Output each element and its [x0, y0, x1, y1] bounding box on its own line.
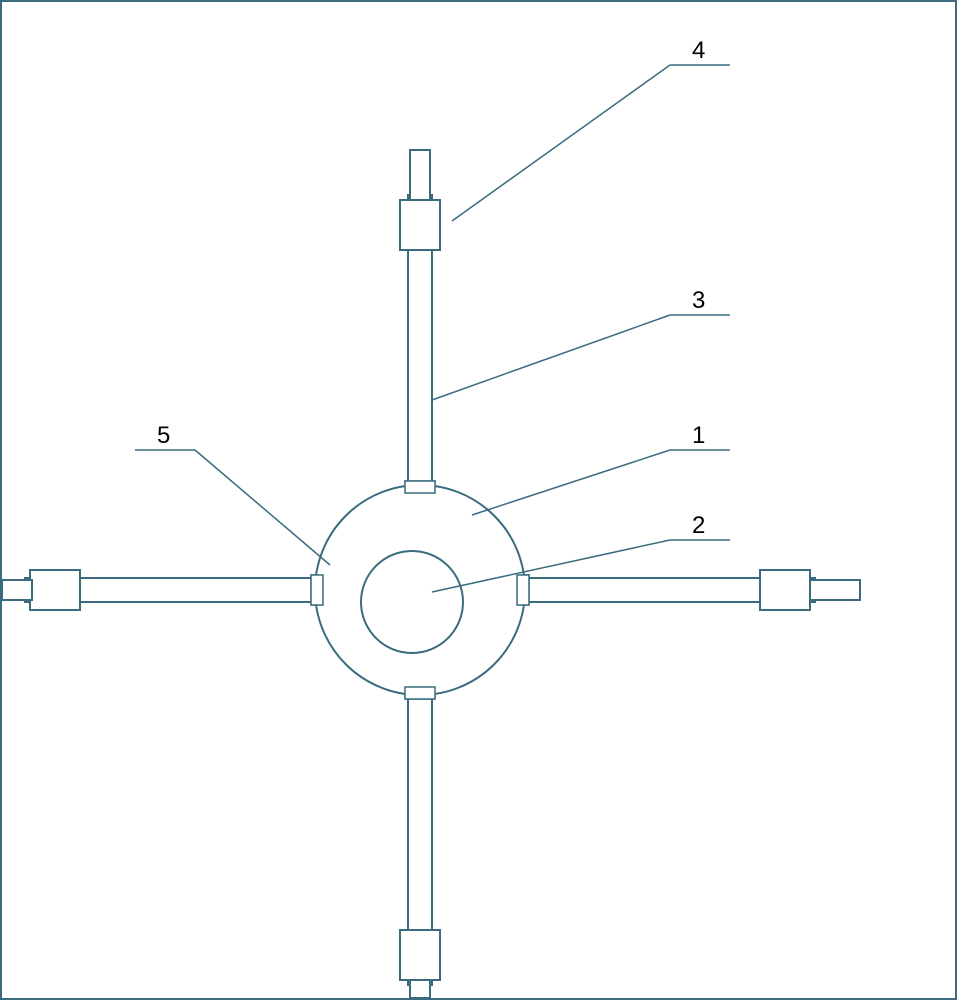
- callout-label-3: 3: [692, 287, 705, 314]
- hub-inner: [361, 551, 463, 653]
- socket-bottom: [405, 687, 435, 699]
- callout-label-2: 2: [692, 512, 705, 539]
- socket-top: [405, 481, 435, 493]
- hub: [311, 481, 529, 699]
- socket-right: [517, 575, 529, 605]
- assembly: [2, 150, 860, 998]
- diagram-container: 4 3 1 2 5: [0, 0, 957, 1000]
- callout-label-4: 4: [692, 37, 705, 64]
- callout-3: 3: [432, 287, 730, 400]
- callout-label-5: 5: [157, 422, 170, 449]
- arm-top: [400, 150, 440, 495]
- arm-right: [515, 570, 860, 610]
- frame: [1, 1, 956, 999]
- socket-left: [311, 575, 323, 605]
- arm-left: [2, 570, 325, 610]
- callout-5: 5: [135, 422, 330, 565]
- callout-label-1: 1: [692, 422, 705, 449]
- callout-1: 1: [472, 422, 730, 515]
- callout-4: 4: [452, 37, 730, 221]
- arm-bottom: [400, 685, 440, 998]
- diagram-svg: 4 3 1 2 5: [0, 0, 957, 1000]
